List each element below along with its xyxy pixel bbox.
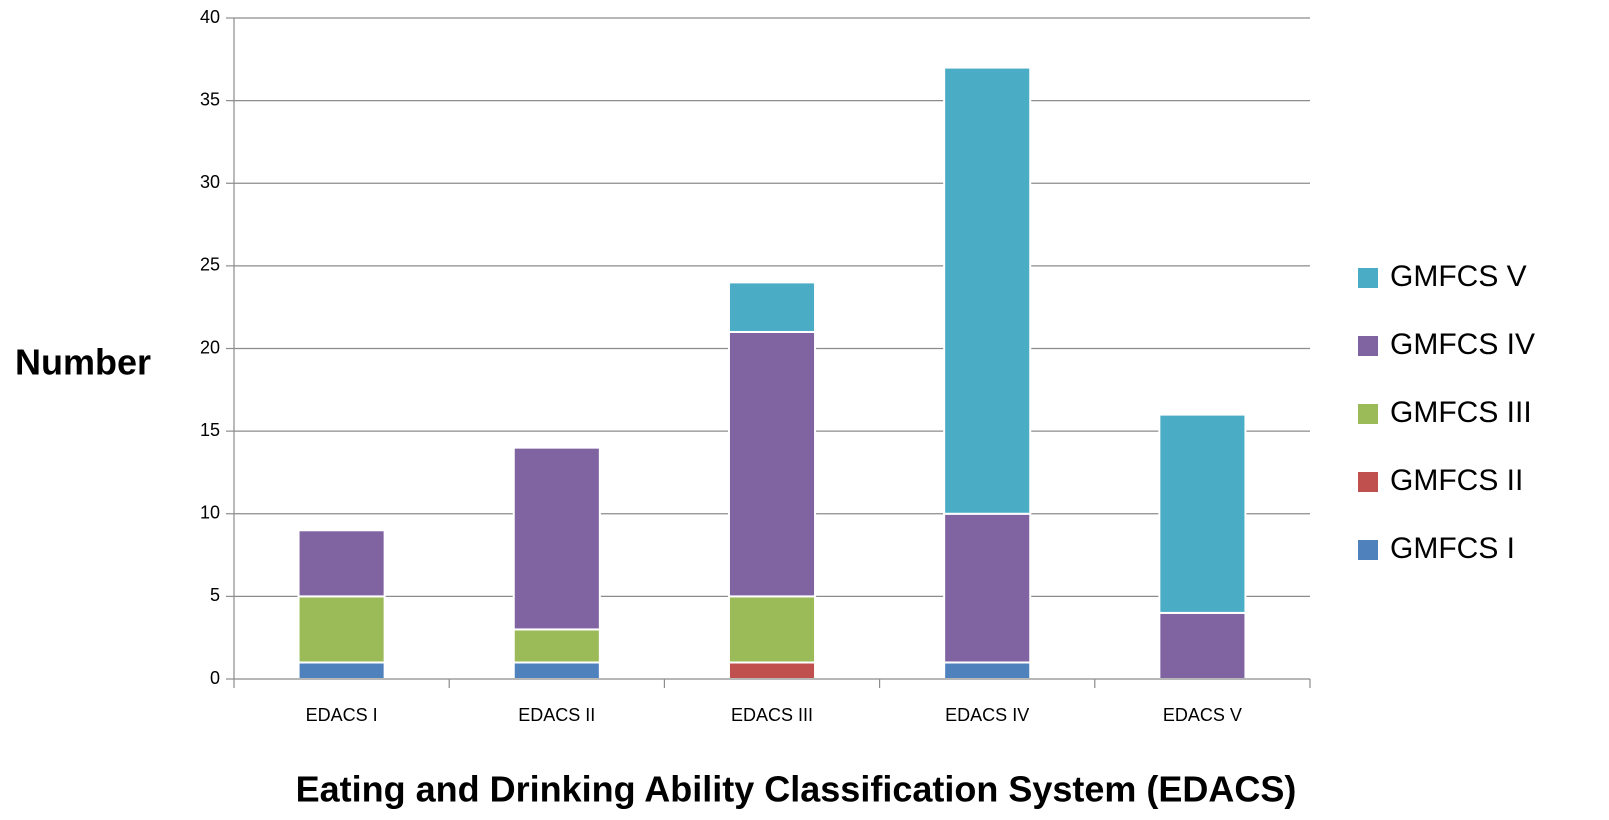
y-tick-label: 40 [200,7,220,27]
x-tick-labels: EDACS I EDACS II EDACS III EDACS IV EDACS V [306,705,1242,725]
legend: GMFCS V GMFCS IV GMFCS III GMFCS II GMFCS I [1358,260,1535,565]
legend-swatch [1358,472,1378,492]
bar-segment [297,595,386,664]
bar-segment [1158,611,1247,681]
y-tick-label: 15 [200,420,220,440]
legend-label: GMFCS I [1390,532,1515,565]
x-tick-label: EDACS IV [945,705,1029,725]
x-tick-label: EDACS I [306,705,378,725]
axes [226,17,1311,688]
bar-segment [297,661,386,680]
legend-label: GMFCS IV [1390,328,1535,361]
legend-swatch [1358,336,1378,356]
x-tick-label: EDACS V [1163,705,1242,725]
bars [297,66,1247,681]
legend-swatch [1358,268,1378,288]
bar-segment [727,281,817,333]
y-tick-label: 5 [210,585,220,605]
y-axis-title: Number [15,342,151,383]
bar-segment [943,661,1032,680]
x-tick-label: EDACS III [731,705,813,725]
bar-segment [1158,413,1247,614]
legend-label: GMFCS III [1390,396,1532,429]
bar-segment [727,330,817,598]
bar-segment [512,628,601,664]
y-tick-label: 0 [210,668,220,688]
legend-label: GMFCS V [1390,260,1527,293]
legend-label: GMFCS II [1390,464,1523,497]
y-tick-labels: 0 5 10 15 20 25 30 35 40 [200,7,220,688]
bar-segment [943,66,1032,515]
legend-swatch [1358,540,1378,560]
y-tick-label: 25 [200,255,220,275]
y-tick-label: 30 [200,172,220,192]
bar-segment [727,595,817,664]
y-tick-label: 35 [200,89,220,109]
bar-segment [297,529,386,598]
bar-segment [727,661,817,680]
bar-segment [512,446,601,631]
bar-segment [943,512,1032,664]
bar-segment [512,661,601,680]
y-tick-label: 10 [200,503,220,523]
legend-swatch [1358,404,1378,424]
x-tick-label: EDACS II [518,705,595,725]
y-tick-label: 20 [200,337,220,357]
x-axis-title: Eating and Drinking Ability Classificati… [296,769,1297,810]
